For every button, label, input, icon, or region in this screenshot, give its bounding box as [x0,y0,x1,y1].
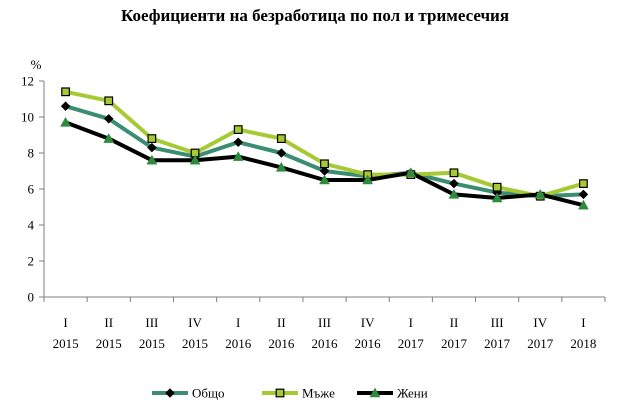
x-tick-label-quarter: IV [533,315,547,330]
data-point-1-6 [320,159,329,169]
data-point-2-6 [319,174,330,185]
x-tick-label-quarter: II [277,315,286,330]
x-tick-label-year: 2016 [312,336,339,351]
legend-swatch-marker-0 [165,388,175,398]
x-tick-label-year: 2016 [268,336,295,351]
data-point-0-12 [578,189,589,200]
data-point-2-0 [60,116,72,127]
data-point-1-1 [104,96,114,106]
data-point-1-0 [61,87,70,97]
x-tick-label-quarter: II [104,315,113,330]
data-point-0-1 [103,113,114,124]
data-point-2-7 [362,174,374,185]
data-point-1-4 [233,125,243,135]
x-tick-label-year: 2015 [182,336,208,351]
data-point-2-10 [491,192,503,203]
data-point-2-9 [448,188,460,199]
y-tick-label: 8 [28,146,35,161]
x-tick-label-year: 2017 [527,336,554,351]
x-tick-label-quarter: I [236,315,240,330]
x-tick-label-year: 2017 [398,336,425,351]
legend-swatch-marker-2 [369,387,381,398]
y-tick-label: 10 [21,110,34,125]
data-point-2-8 [405,167,417,178]
data-point-2-4 [232,151,244,161]
y-tick-label: 0 [28,290,35,305]
data-point-2-5 [275,161,287,172]
x-tick-label-quarter: III [145,315,158,330]
x-tick-label-quarter: IV [361,315,375,330]
y-tick-label: 6 [28,182,35,197]
data-point-2-11 [534,188,546,199]
x-tick-label-quarter: I [581,315,585,330]
x-tick-label-quarter: III [491,315,504,330]
x-tick-label-year: 2015 [139,336,165,351]
data-point-1-12 [579,179,588,189]
x-tick-label-year: 2015 [96,336,122,351]
x-tick-label-year: 2017 [441,336,468,351]
data-point-0-0 [60,101,71,112]
data-point-0-5 [276,148,287,158]
x-tick-label-quarter: I [409,315,413,330]
y-tick-label: 2 [28,254,35,269]
data-point-2-12 [577,199,589,210]
data-point-0-9 [449,178,459,189]
x-tick-label-quarter: I [63,315,67,330]
legend-label-1: Мъже [302,386,335,401]
legend: Общо Мъже Жени [152,386,428,401]
axes: 024681012%I2015II2015III2015IV2015I2016I… [21,57,606,351]
x-tick-label-year: 2017 [484,336,511,351]
x-tick-label-year: 2015 [53,336,79,351]
x-tick-label-quarter: II [450,315,459,330]
data-point-1-5 [276,134,286,144]
data-point-1-10 [492,182,502,192]
legend-label-0: Общо [192,386,225,401]
data-point-2-3 [189,154,201,165]
data-point-2-1 [103,133,115,143]
data-point-1-2 [147,134,157,144]
y-tick-label: 12 [21,74,34,89]
legend-swatch-marker-1 [275,388,285,398]
data-point-2-2 [146,154,158,165]
series-markers [60,87,589,210]
chart-title: Коефициенти на безработица по пол и трим… [120,6,510,25]
x-tick-label-year: 2016 [225,336,252,351]
x-tick-label-quarter: IV [188,315,202,330]
x-tick-label-year: 2016 [355,336,382,351]
y-tick-label: 4 [28,218,35,233]
x-tick-label-year: 2018 [570,336,596,351]
data-point-0-2 [147,142,157,153]
x-tick-label-quarter: III [318,315,331,330]
data-point-0-4 [233,137,244,148]
series-lines [63,89,586,208]
legend-label-2: Жени [397,386,428,401]
data-point-1-9 [449,168,459,178]
y-axis-unit-label: % [31,57,42,72]
